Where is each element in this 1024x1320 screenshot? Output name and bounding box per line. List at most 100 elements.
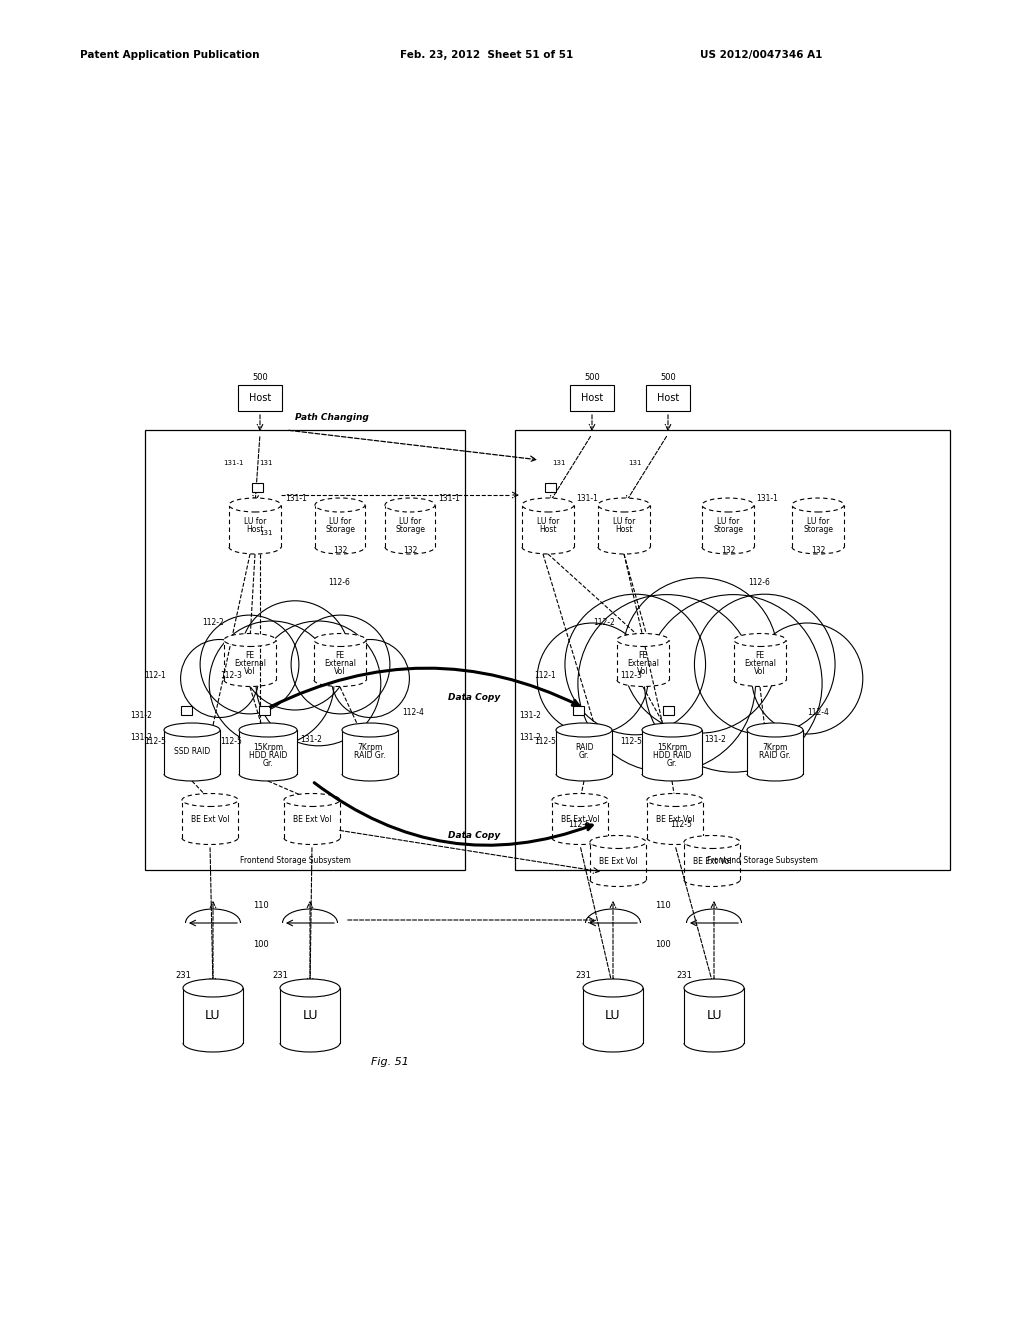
Ellipse shape <box>734 673 786 686</box>
Text: FE: FE <box>336 652 344 660</box>
Ellipse shape <box>684 979 744 997</box>
Ellipse shape <box>647 832 703 845</box>
Bar <box>642 730 702 774</box>
Ellipse shape <box>280 979 340 997</box>
Text: 100: 100 <box>253 940 269 949</box>
Circle shape <box>644 594 822 772</box>
Text: Gr.: Gr. <box>667 759 677 767</box>
Ellipse shape <box>647 793 703 807</box>
Text: LU for: LU for <box>612 517 635 527</box>
Text: 15Krpm: 15Krpm <box>253 743 283 752</box>
Text: 231: 231 <box>676 972 692 979</box>
Text: LU for: LU for <box>329 517 351 527</box>
Ellipse shape <box>314 634 366 647</box>
Circle shape <box>623 578 777 733</box>
Bar <box>570 385 614 411</box>
Text: Host: Host <box>246 525 264 535</box>
Text: LU: LU <box>302 1008 317 1022</box>
Ellipse shape <box>552 793 608 807</box>
Ellipse shape <box>617 634 669 647</box>
Circle shape <box>752 623 863 734</box>
Text: LU: LU <box>605 1008 621 1022</box>
Text: 131-2: 131-2 <box>705 735 726 744</box>
Ellipse shape <box>684 1034 744 1052</box>
Ellipse shape <box>224 634 276 647</box>
Text: RAID: RAID <box>574 743 593 752</box>
Text: External: External <box>627 660 659 668</box>
Text: 131-1: 131-1 <box>285 494 307 503</box>
Bar <box>684 987 744 1043</box>
Text: External: External <box>324 660 356 668</box>
Text: 100: 100 <box>655 940 671 949</box>
Bar <box>617 640 669 680</box>
Text: LU for: LU for <box>244 517 266 527</box>
Ellipse shape <box>642 723 702 737</box>
Ellipse shape <box>239 723 297 737</box>
Text: Storage: Storage <box>713 525 743 535</box>
Text: 132: 132 <box>811 546 825 554</box>
Bar <box>552 800 608 838</box>
Ellipse shape <box>702 498 754 512</box>
Bar <box>583 987 643 1043</box>
Bar <box>182 800 238 838</box>
Ellipse shape <box>280 1034 340 1052</box>
Text: 112-3: 112-3 <box>620 671 642 680</box>
Text: Host: Host <box>249 393 271 403</box>
Text: 110: 110 <box>253 902 269 909</box>
Ellipse shape <box>522 498 574 512</box>
Text: Storage: Storage <box>325 525 355 535</box>
Text: 112-3: 112-3 <box>220 671 242 680</box>
Ellipse shape <box>598 498 650 512</box>
Text: Path Changing: Path Changing <box>295 413 369 422</box>
Ellipse shape <box>522 540 574 554</box>
Circle shape <box>241 601 349 710</box>
Ellipse shape <box>315 498 365 512</box>
Text: 15Krpm: 15Krpm <box>657 743 687 752</box>
Text: Gr.: Gr. <box>262 759 273 767</box>
Text: Vol: Vol <box>637 667 649 676</box>
Text: FE: FE <box>638 652 647 660</box>
Text: 131-2: 131-2 <box>519 733 541 742</box>
Bar <box>385 506 435 546</box>
Bar <box>702 506 754 546</box>
Ellipse shape <box>183 979 243 997</box>
Text: 132: 132 <box>402 546 417 554</box>
Ellipse shape <box>583 1034 643 1052</box>
Bar <box>229 506 281 546</box>
Ellipse shape <box>164 723 220 737</box>
Text: RAID Gr.: RAID Gr. <box>354 751 386 760</box>
Text: 131-1: 131-1 <box>438 494 460 503</box>
Circle shape <box>565 594 706 735</box>
Bar <box>252 483 262 491</box>
Text: RAID Gr.: RAID Gr. <box>759 751 791 760</box>
Bar <box>598 506 650 546</box>
Ellipse shape <box>746 723 803 737</box>
Ellipse shape <box>556 723 612 737</box>
Bar <box>647 800 703 838</box>
Text: 131: 131 <box>259 531 272 536</box>
Text: External: External <box>234 660 266 668</box>
Bar <box>342 730 398 774</box>
Ellipse shape <box>183 1034 243 1052</box>
Bar <box>590 842 646 880</box>
Text: LU for: LU for <box>717 517 739 527</box>
Ellipse shape <box>239 767 297 781</box>
Text: Vol: Vol <box>245 667 256 676</box>
Text: 131-1: 131-1 <box>756 494 778 503</box>
Ellipse shape <box>385 540 435 554</box>
Text: Gr.: Gr. <box>579 751 590 760</box>
Text: BE Ext Vol: BE Ext Vol <box>190 814 229 824</box>
Text: FE: FE <box>756 652 765 660</box>
Bar <box>314 640 366 680</box>
Circle shape <box>694 594 835 735</box>
Bar <box>284 800 340 838</box>
Ellipse shape <box>556 767 612 781</box>
Ellipse shape <box>734 634 786 647</box>
Circle shape <box>200 615 299 714</box>
Ellipse shape <box>182 832 238 845</box>
Bar <box>183 987 243 1043</box>
Text: 7Krpm: 7Krpm <box>762 743 787 752</box>
Circle shape <box>538 623 648 734</box>
Text: BE Ext Vol: BE Ext Vol <box>293 814 331 824</box>
Text: 500: 500 <box>584 374 600 381</box>
